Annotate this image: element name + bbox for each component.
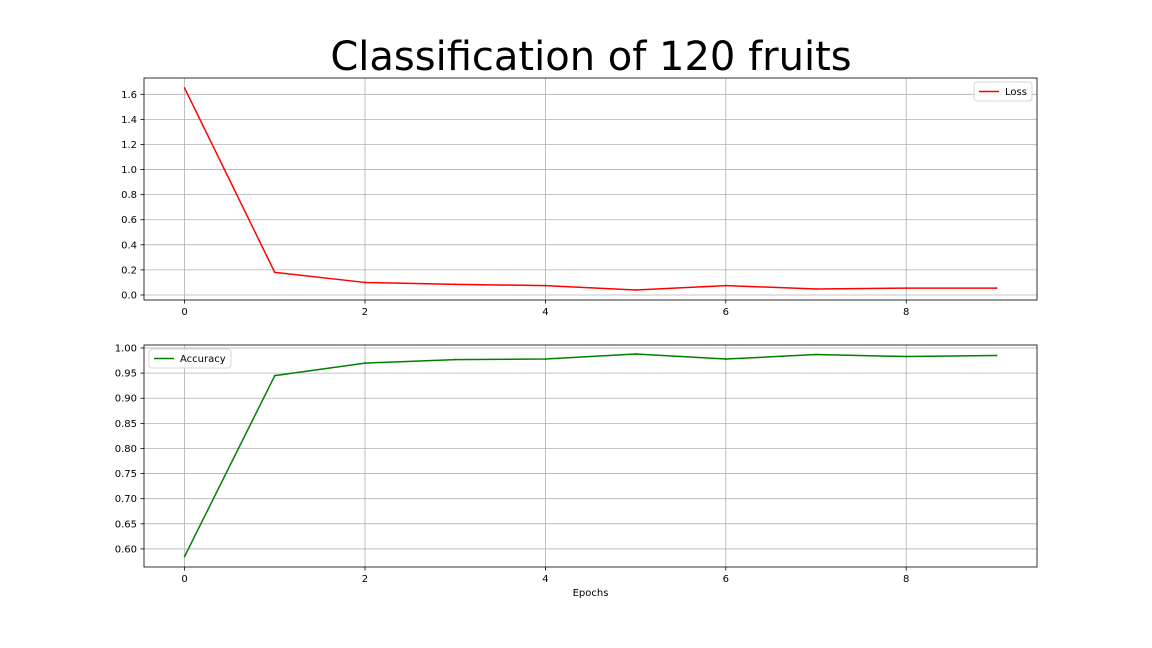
loss-ytick-label: 1.2 bbox=[121, 140, 137, 151]
accuracy-data-point bbox=[634, 353, 637, 355]
loss-data-point bbox=[454, 283, 457, 286]
accuracy-ytick-label: 0.90 bbox=[115, 394, 137, 405]
accuracy-data-point bbox=[724, 358, 727, 360]
loss-ytick-label: 1.4 bbox=[121, 115, 137, 126]
loss-ytick-label: 0.4 bbox=[121, 240, 137, 251]
accuracy-axes-frame bbox=[143, 344, 1038, 568]
accuracy-ytick-label: 1.00 bbox=[115, 344, 137, 355]
accuracy-xtick-label: 0 bbox=[181, 574, 187, 585]
loss-data-point bbox=[995, 287, 998, 289]
accuracy-data-point bbox=[183, 555, 186, 558]
accuracy-xaxis-label: Epochs bbox=[573, 588, 609, 599]
accuracy-ytick-label: 0.80 bbox=[115, 444, 137, 455]
loss-data-point bbox=[634, 289, 637, 291]
loss-data-point bbox=[815, 288, 817, 290]
accuracy-data-point bbox=[273, 374, 276, 377]
loss-ytick-label: 0.6 bbox=[121, 215, 137, 226]
accuracy-data-point bbox=[454, 358, 457, 361]
accuracy-xtick-label: 4 bbox=[542, 574, 548, 585]
accuracy-ytick-label: 0.60 bbox=[115, 544, 137, 555]
loss-ytick-label: 0.0 bbox=[121, 290, 137, 301]
loss-xtick-label: 0 bbox=[181, 307, 187, 318]
accuracy-data-point bbox=[815, 353, 817, 356]
chart-title: Classification of 120 fruits bbox=[330, 34, 851, 80]
loss-data-point bbox=[905, 287, 908, 289]
accuracy-ytick-label: 0.95 bbox=[115, 369, 137, 380]
loss-data-point bbox=[724, 284, 727, 287]
accuracy-data-point bbox=[905, 355, 908, 358]
loss-xtick-label: 6 bbox=[723, 307, 729, 318]
accuracy-ytick-label: 0.75 bbox=[115, 469, 137, 480]
loss-xtick-label: 8 bbox=[903, 307, 909, 318]
loss-ytick-label: 0.2 bbox=[121, 265, 137, 276]
accuracy-ytick-label: 0.85 bbox=[115, 419, 137, 430]
accuracy-xtick-label: 8 bbox=[903, 574, 909, 585]
accuracy-data-point bbox=[995, 354, 998, 357]
loss-data-point bbox=[183, 87, 186, 89]
loss-ytick-label: 0.8 bbox=[121, 190, 137, 201]
accuracy-legend-label: Accuracy bbox=[180, 354, 226, 365]
loss-legend: Loss bbox=[973, 81, 1033, 102]
accuracy-subplot: 0 2 4 6 8 0.60 0.65 0.70 0.75 0.80 0.85 0.90 0.95 1.0… bbox=[115, 344, 1038, 599]
loss-subplot: 0 2 4 6 8 0.0 0.2 0.4 0.6 0.8 1.0 1.2 1.4 1.6 Loss bbox=[121, 77, 1038, 318]
accuracy-ytick-label: 0.65 bbox=[115, 519, 137, 530]
accuracy-series-line bbox=[183, 353, 997, 557]
loss-xtick-label: 4 bbox=[542, 307, 548, 318]
loss-legend-box bbox=[973, 81, 1033, 102]
loss-ytick-label: 1.6 bbox=[121, 90, 137, 101]
loss-data-point bbox=[273, 271, 276, 274]
accuracy-ytick-label: 0.70 bbox=[115, 494, 137, 505]
loss-data-point bbox=[544, 284, 547, 287]
accuracy-xtick-label: 6 bbox=[723, 574, 729, 585]
loss-ytick-label: 1.0 bbox=[121, 165, 137, 176]
loss-series-line bbox=[183, 87, 997, 291]
loss-xtick-label: 2 bbox=[362, 307, 368, 318]
accuracy-legend: Accuracy bbox=[148, 348, 232, 369]
accuracy-data-point bbox=[364, 362, 366, 364]
accuracy-legend-box bbox=[148, 348, 232, 369]
loss-axes-frame bbox=[143, 77, 1038, 301]
accuracy-data-point bbox=[544, 358, 547, 360]
loss-data-point bbox=[364, 281, 366, 284]
loss-legend-label: Loss bbox=[1005, 87, 1027, 98]
accuracy-xtick-label: 2 bbox=[362, 574, 368, 585]
